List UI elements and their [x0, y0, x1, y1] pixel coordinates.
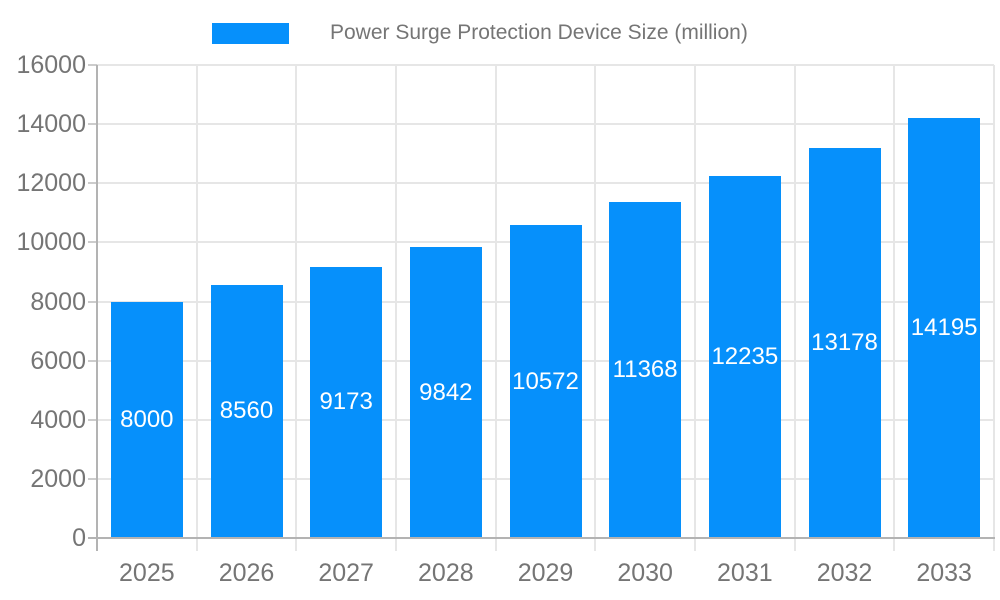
x-axis-label: 2028 — [418, 559, 474, 587]
bar-value-label: 11368 — [612, 355, 678, 383]
bar — [409, 247, 482, 538]
x-axis-label: 2030 — [617, 559, 673, 587]
bar — [609, 201, 682, 538]
x-gridline — [295, 65, 298, 551]
x-axis-label: 2026 — [218, 559, 275, 587]
y-axis-label: 10000 — [16, 228, 86, 257]
y-tick — [88, 477, 97, 480]
bar-value-label: 10572 — [512, 367, 579, 395]
bar-value-label: 9173 — [319, 388, 373, 416]
y-tick — [88, 300, 97, 303]
bar-value-label: 8000 — [120, 405, 174, 433]
y-tick — [88, 182, 97, 185]
y-gridline — [97, 123, 994, 126]
x-axis-label: 2032 — [816, 559, 873, 587]
y-axis-label: 2000 — [30, 464, 86, 493]
x-axis-label: 2033 — [916, 559, 972, 587]
y-axis-line — [96, 65, 98, 551]
bar — [808, 148, 881, 538]
x-gridline — [893, 65, 896, 551]
x-gridline — [694, 65, 696, 551]
x-axis-label: 2031 — [717, 559, 773, 587]
bar-value-label: 8560 — [219, 397, 274, 425]
y-tick — [88, 418, 97, 421]
y-gridline — [97, 64, 994, 66]
y-axis-label: 4000 — [30, 405, 86, 434]
x-axis-line — [88, 537, 995, 539]
legend: Power Surge Protection Device Size (mill… — [212, 21, 748, 45]
y-gridline — [97, 182, 994, 185]
y-tick — [88, 123, 97, 126]
bar — [210, 284, 283, 538]
x-gridline — [494, 65, 497, 551]
y-tick — [88, 241, 97, 244]
x-gridline — [993, 65, 995, 551]
bar-value-label: 9842 — [419, 378, 473, 406]
bar — [509, 225, 582, 538]
x-axis-label: 2027 — [318, 559, 374, 587]
x-gridline — [195, 65, 198, 551]
y-axis-label: 12000 — [16, 169, 86, 198]
bar — [110, 301, 183, 538]
x-axis-label: 2025 — [119, 559, 175, 587]
bar-value-label: 14195 — [910, 314, 978, 342]
x-axis-label: 2029 — [517, 559, 574, 587]
y-axis-label: 0 — [72, 524, 86, 552]
bar — [310, 266, 383, 538]
y-axis-label: 16000 — [16, 51, 86, 79]
legend-label: Power Surge Protection Device Size (mill… — [330, 21, 748, 44]
bar — [908, 118, 981, 538]
y-axis-label: 8000 — [30, 287, 86, 316]
x-gridline — [395, 65, 397, 551]
legend-swatch — [212, 22, 289, 44]
x-gridline — [793, 65, 796, 551]
bar-value-label: 12235 — [711, 343, 779, 371]
bar-value-label: 13178 — [811, 329, 878, 357]
y-tick — [88, 359, 97, 362]
bar — [708, 176, 781, 538]
y-tick — [88, 64, 97, 66]
y-axis-label: 6000 — [30, 346, 86, 375]
y-axis-label: 14000 — [16, 110, 86, 139]
x-gridline — [594, 65, 597, 551]
